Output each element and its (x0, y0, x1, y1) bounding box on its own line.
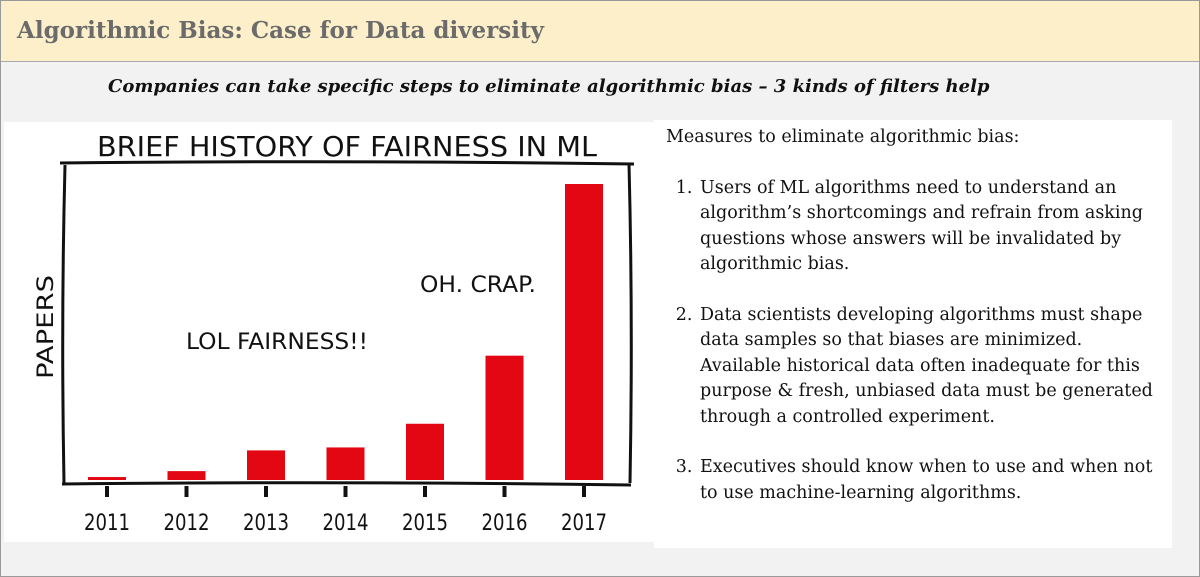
x-tick-label-2017: 2017 (561, 511, 607, 536)
y-axis-label: PAPERS (34, 275, 59, 379)
measure-item: Data scientists developing algorithms mu… (698, 303, 1158, 431)
x-axis (61, 481, 632, 487)
measures-heading: Measures to eliminate algorithmic bias: (666, 127, 1020, 147)
chart-title: BRIEF HISTORY OF FAIRNESS IN ML (97, 130, 597, 163)
right-border (627, 163, 633, 484)
y-axis (61, 164, 67, 484)
title-bar: Algorithmic Bias: Case for Data diversit… (1, 1, 1199, 62)
bar-2012 (167, 471, 206, 480)
bar-2011 (88, 477, 126, 480)
slide-subtitle: Companies can take specific steps to eli… (108, 76, 990, 97)
x-tick-label-2011: 2011 (84, 511, 130, 536)
x-tick-label-2015: 2015 (402, 511, 448, 536)
title-underline (59, 160, 635, 166)
bar-2015 (406, 423, 444, 480)
x-tick-label-2014: 2014 (323, 511, 369, 536)
bars-group (88, 184, 603, 480)
measure-item: Executives should know when to use and w… (698, 455, 1158, 506)
bar-2013 (247, 450, 285, 480)
annotation-oh-crap: OH. CRAP. (420, 273, 536, 298)
measure-item: Users of ML algorithms need to understan… (698, 176, 1158, 278)
slide-title: Algorithmic Bias: Case for Data diversit… (17, 17, 544, 44)
measures-list: Users of ML algorithms need to understan… (666, 176, 1158, 507)
annotation-lol-fairness: LOL FAIRNESS!! (186, 330, 368, 355)
x-tick-label-2016: 2016 (482, 511, 528, 536)
measures-panel: Measures to eliminate algorithmic bias: … (654, 120, 1172, 548)
ticks-group: 2011 2012 2013 2014 2015 2016 2017 (84, 486, 607, 536)
fairness-chart: BRIEF HISTORY OF FAIRNESS IN ML PAPERS L… (4, 122, 654, 542)
x-tick-label-2012: 2012 (164, 511, 210, 536)
bar-2016 (485, 355, 524, 480)
bar-2014 (326, 447, 365, 480)
fairness-chart-svg: BRIEF HISTORY OF FAIRNESS IN ML PAPERS L… (34, 130, 635, 536)
bar-2017 (565, 184, 603, 480)
x-tick-label-2013: 2013 (243, 511, 289, 536)
